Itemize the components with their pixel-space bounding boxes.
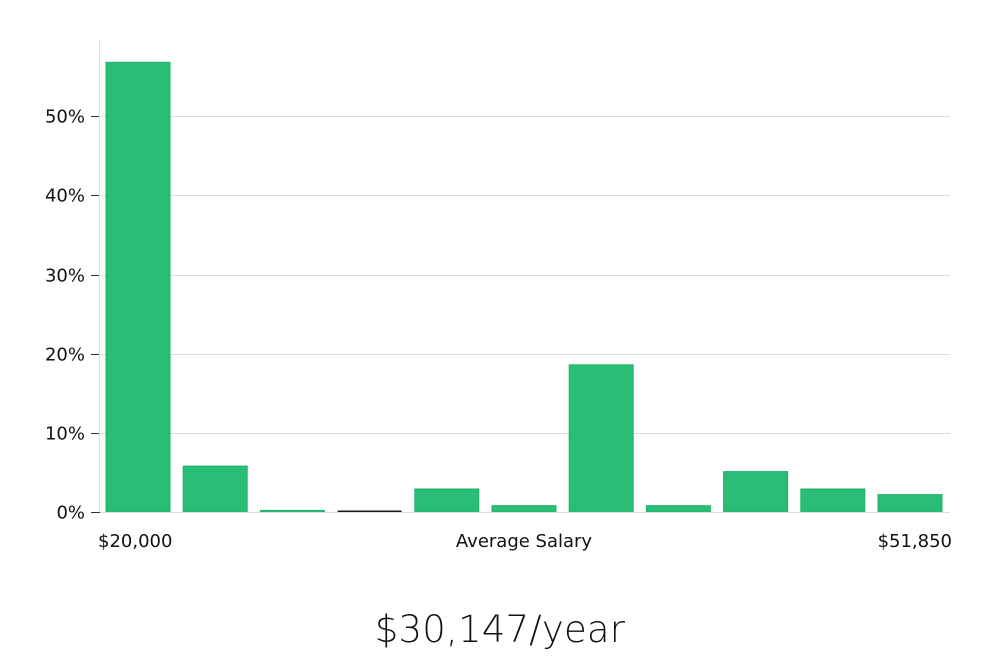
histogram-bar — [877, 494, 943, 513]
histogram-bar — [723, 471, 789, 513]
x-start-label: $20,000 — [98, 531, 172, 552]
bars — [105, 61, 943, 513]
histogram-bar — [105, 61, 171, 513]
histogram-bar — [645, 505, 711, 513]
histogram-bar — [337, 510, 402, 512]
y-tick-label: 20% — [45, 345, 85, 366]
histogram-bar — [800, 488, 866, 513]
histogram-bar — [182, 465, 248, 513]
axes: 0% 10% 20% 30% 40% 50% — [45, 40, 950, 524]
axis-labels: $20,000 Average Salary $51,850 — [98, 531, 952, 552]
x-end-label: $51,850 — [878, 531, 952, 552]
histogram-bar — [414, 488, 480, 513]
x-axis-title: Average Salary — [456, 531, 593, 552]
average-salary-value: $30,147/year — [374, 608, 626, 651]
gridlines — [100, 116, 950, 434]
y-tick-label: 10% — [45, 424, 85, 445]
histogram-bar — [491, 505, 557, 513]
y-tick-label: 50% — [45, 107, 85, 128]
y-tick-label: 40% — [45, 186, 85, 207]
histogram-bar — [259, 509, 325, 513]
y-tick-label: 0% — [56, 503, 85, 524]
salary-histogram-chart: 0% 10% 20% 30% 40% 50% $20,000 Average Salary… — [45, 40, 952, 552]
y-tick-label: 30% — [45, 266, 85, 287]
histogram-bar — [568, 364, 634, 513]
